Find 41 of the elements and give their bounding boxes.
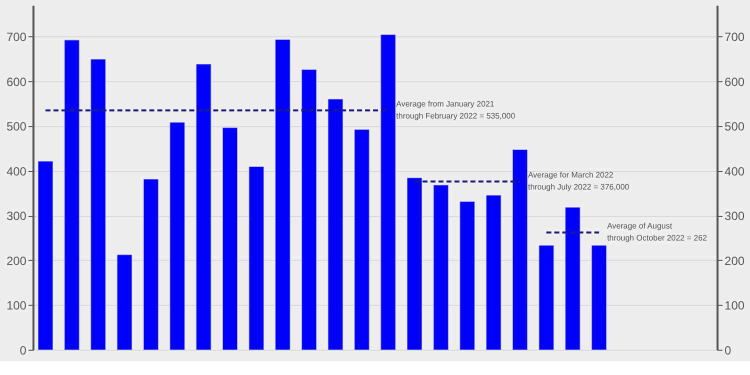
- y2-tick-label: 500: [724, 120, 745, 134]
- y-tick-label: 300: [6, 209, 27, 224]
- y2-tick-label: 0: [724, 343, 732, 358]
- y2-tick-label: 200: [724, 254, 745, 268]
- series-label: Average of August through October 2022 = 262: [607, 222, 708, 243]
- y-tick-label: 500: [6, 120, 27, 134]
- y2-tick-label: 700: [724, 30, 745, 44]
- y2-tick-label: 400: [724, 164, 745, 178]
- bar: [460, 201, 475, 350]
- bar: [565, 207, 580, 350]
- bar: [512, 150, 528, 350]
- bar: [407, 178, 422, 350]
- bar: [170, 122, 185, 350]
- bar: [196, 64, 212, 350]
- bar: [248, 166, 264, 350]
- bar: [117, 254, 132, 350]
- y2-tick-label: 600: [724, 74, 745, 89]
- series-label: Average for March 2022 through July 2022 = 376,000: [528, 170, 630, 192]
- bar: [222, 128, 238, 350]
- y-tick-label: 400: [6, 164, 27, 178]
- bar: [433, 184, 448, 350]
- bar: [486, 195, 502, 350]
- bar: [380, 34, 396, 350]
- bar: [328, 98, 343, 350]
- bar: [275, 39, 290, 350]
- bar: [38, 161, 53, 350]
- bar: [64, 40, 80, 350]
- y2-tick-label: 300: [724, 209, 745, 224]
- y-tick-label: 100: [6, 298, 27, 313]
- series-label: Average from January 2021 through February 2022 = 535,000: [396, 99, 516, 120]
- bar: [354, 129, 370, 350]
- bar: [143, 179, 158, 350]
- y2-tick-label: 100: [724, 298, 745, 313]
- bar: [302, 69, 317, 350]
- y-tick-label: 0: [20, 343, 27, 358]
- bar: [90, 59, 106, 350]
- y-tick-label: 700: [6, 30, 27, 44]
- y-tick-label: 200: [6, 254, 27, 268]
- bar: [538, 245, 554, 350]
- bar: [592, 245, 607, 350]
- y-tick-label: 600: [6, 74, 27, 89]
